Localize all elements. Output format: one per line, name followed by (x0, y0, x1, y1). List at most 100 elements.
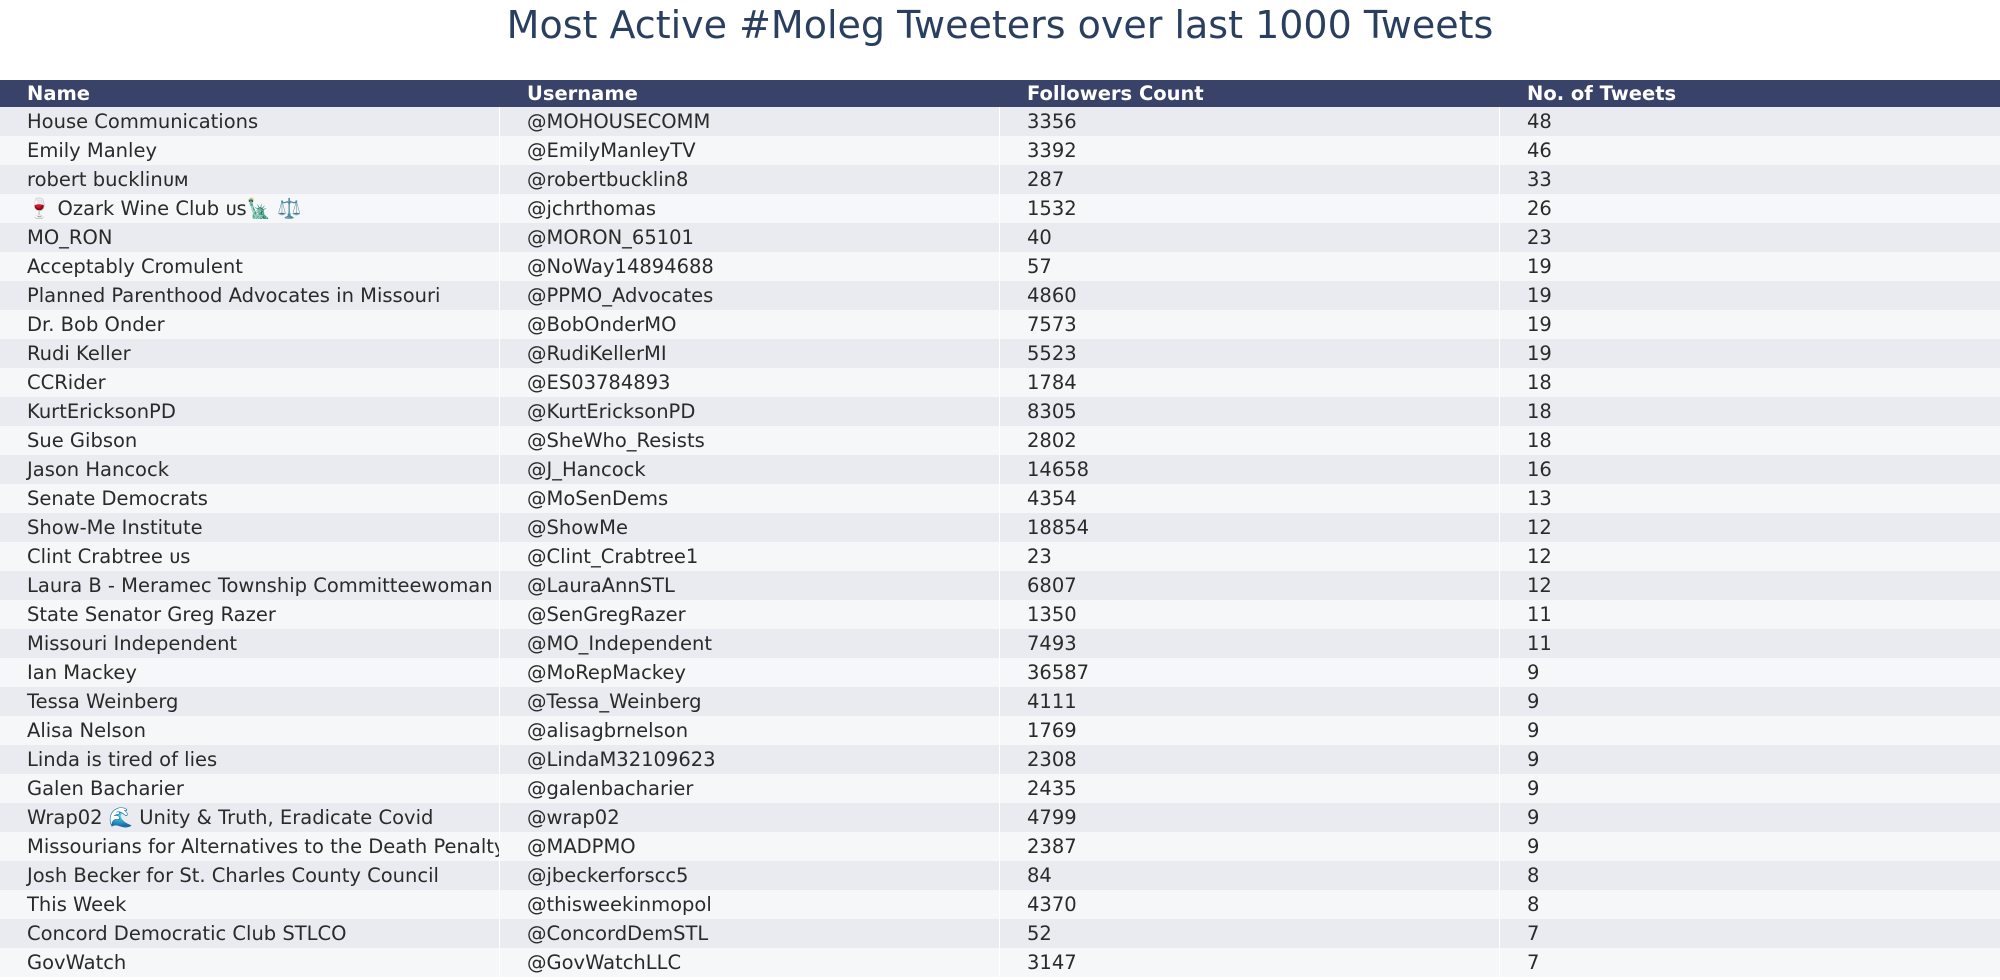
cell-tweets: 9 (1527, 835, 1540, 858)
table-row: House Communications @MOHOUSECOMM 3356 48 (0, 107, 2000, 136)
cell-tweets: 9 (1527, 719, 1540, 742)
table-row: Wrap02 🌊 Unity & Truth, Eradicate Covid @… (0, 803, 2000, 832)
cell-username: @ConcordDemSTL (500, 919, 1000, 948)
cell-name: 🍷 Ozark Wine Club ᴜs🗽 ⚖️ (0, 194, 500, 223)
cell-name: Wrap02 🌊 Unity & Truth, Eradicate Covid (0, 803, 500, 832)
cell-username: @Tessa_Weinberg (500, 687, 1000, 716)
cell-followers-count: 36587 (1000, 658, 1500, 687)
cell-name: CCRider (0, 368, 500, 397)
cell-tweets: 18 (1527, 429, 1552, 452)
cell-followers-count: 23 (1000, 542, 1500, 571)
cell-username: @ES03784893 (500, 368, 1000, 397)
table-row: Rudi Keller @RudiKellerMI 5523 19 (0, 339, 2000, 368)
cell-tweets: 7 (1527, 922, 1540, 945)
cell-tweets: 19 (1527, 255, 1552, 278)
cell-followers-count: 14658 (1000, 455, 1500, 484)
table-row: Ian Mackey @MoRepMackey 36587 9 (0, 658, 2000, 687)
cell-name: Missouri Independent (0, 629, 500, 658)
cell-followers-count: 57 (1000, 252, 1500, 281)
table-row: State Senator Greg Razer @SenGregRazer 135… (0, 600, 2000, 629)
table-row: Josh Becker for St. Charles County Counc… (0, 861, 2000, 890)
cell-name: House Communications (0, 107, 500, 136)
cell-username: @thisweekinmopol (500, 890, 1000, 919)
cell-username: @KurtEricksonPD (500, 397, 1000, 426)
cell-name: Linda is tired of lies (0, 745, 500, 774)
cell-name: This Week (0, 890, 500, 919)
cell-username: @EmilyManleyTV (500, 136, 1000, 165)
cell-username: @BobOnderMO (500, 310, 1000, 339)
cell-followers-count: 3356 (1000, 107, 1500, 136)
cell-name: Rudi Keller (0, 339, 500, 368)
cell-username: @alisagbrnelson (500, 716, 1000, 745)
table-row: Acceptably Cromulent @NoWay14894688 57 19 (0, 252, 2000, 281)
cell-username: @LauraAnnSTL (500, 571, 1000, 600)
cell-name: Josh Becker for St. Charles County Counc… (0, 861, 500, 890)
cell-name: Senate Democrats (0, 484, 500, 513)
cell-username: @MOHOUSECOMM (500, 107, 1000, 136)
table-row: KurtEricksonPD @KurtEricksonPD 8305 18 (0, 397, 2000, 426)
cell-name: Acceptably Cromulent (0, 252, 500, 281)
cell-username: @PPMO_Advocates (500, 281, 1000, 310)
cell-username: @jchrthomas (500, 194, 1000, 223)
cell-followers-count: 84 (1000, 861, 1500, 890)
table-row: Linda is tired of lies @LindaM32109623 230… (0, 745, 2000, 774)
cell-followers-count: 1532 (1000, 194, 1500, 223)
cell-followers-count: 2802 (1000, 426, 1500, 455)
cell-followers-count: 7573 (1000, 310, 1500, 339)
cell-username: @J_Hancock (500, 455, 1000, 484)
cell-followers-count: 2308 (1000, 745, 1500, 774)
cell-username: @MoSenDems (500, 484, 1000, 513)
cell-name: Jason Hancock (0, 455, 500, 484)
column-header-tweets: No. of Tweets (1527, 82, 1677, 105)
cell-username: @Clint_Crabtree1 (500, 542, 1000, 571)
cell-username: @GovWatchLLC (500, 948, 1000, 977)
cell-tweets: 46 (1527, 139, 1552, 162)
cell-tweets: 13 (1527, 487, 1552, 510)
cell-username: @NoWay14894688 (500, 252, 1000, 281)
cell-tweets: 8 (1527, 864, 1540, 887)
table-row: Senate Democrats @MoSenDems 4354 13 (0, 484, 2000, 513)
cell-followers-count: 4111 (1000, 687, 1500, 716)
cell-followers-count: 287 (1000, 165, 1500, 194)
cell-tweets: 8 (1527, 893, 1540, 916)
cell-tweets: 16 (1527, 458, 1552, 481)
table-row: robert bucklinᴜᴍ @robertbucklin8 287 33 (0, 165, 2000, 194)
cell-username: @MORON_65101 (500, 223, 1000, 252)
cell-name: Missourians for Alternatives to the Deat… (0, 832, 500, 861)
cell-followers-count: 4370 (1000, 890, 1500, 919)
cell-followers-count: 2387 (1000, 832, 1500, 861)
table-row: Planned Parenthood Advocates in Missouri… (0, 281, 2000, 310)
cell-username: @SheWho_Resists (500, 426, 1000, 455)
table-row: Clint Crabtree ᴜs @Clint_Crabtree1 23 12 (0, 542, 2000, 571)
cell-name: Sue Gibson (0, 426, 500, 455)
cell-name: Galen Bacharier (0, 774, 500, 803)
cell-followers-count: 3147 (1000, 948, 1500, 977)
table-body: House Communications @MOHOUSECOMM 3356 48 Em… (0, 107, 2000, 977)
cell-tweets: 23 (1527, 226, 1552, 249)
cell-username: @wrap02 (500, 803, 1000, 832)
cell-name: Alisa Nelson (0, 716, 500, 745)
table-row: Missourians for Alternatives to the Deat… (0, 832, 2000, 861)
cell-username: @ShowMe (500, 513, 1000, 542)
table-row: Concord Democratic Club STLCO @ConcordDem… (0, 919, 2000, 948)
table-row: Alisa Nelson @alisagbrnelson 1769 9 (0, 716, 2000, 745)
cell-tweets: 18 (1527, 400, 1552, 423)
cell-tweets: 33 (1527, 168, 1552, 191)
table-row: 🍷 Ozark Wine Club ᴜs🗽 ⚖️ @jchrthomas 1532 2… (0, 194, 2000, 223)
cell-tweets: 9 (1527, 777, 1540, 800)
cell-tweets: 7 (1527, 951, 1540, 974)
cell-followers-count: 6807 (1000, 571, 1500, 600)
cell-tweets: 9 (1527, 690, 1540, 713)
cell-name: Emily Manley (0, 136, 500, 165)
cell-followers-count: 1784 (1000, 368, 1500, 397)
table-row: Galen Bacharier @galenbacharier 2435 9 (0, 774, 2000, 803)
table-row: Sue Gibson @SheWho_Resists 2802 18 (0, 426, 2000, 455)
cell-name: Tessa Weinberg (0, 687, 500, 716)
table-row: Laura B - Meramec Township Committeewoma… (0, 571, 2000, 600)
cell-name: Clint Crabtree ᴜs (0, 542, 500, 571)
table-row: Missouri Independent @MO_Independent 7493 1… (0, 629, 2000, 658)
cell-followers-count: 1769 (1000, 716, 1500, 745)
cell-followers-count: 5523 (1000, 339, 1500, 368)
cell-tweets: 9 (1527, 748, 1540, 771)
table-row: Dr. Bob Onder @BobOnderMO 7573 19 (0, 310, 2000, 339)
